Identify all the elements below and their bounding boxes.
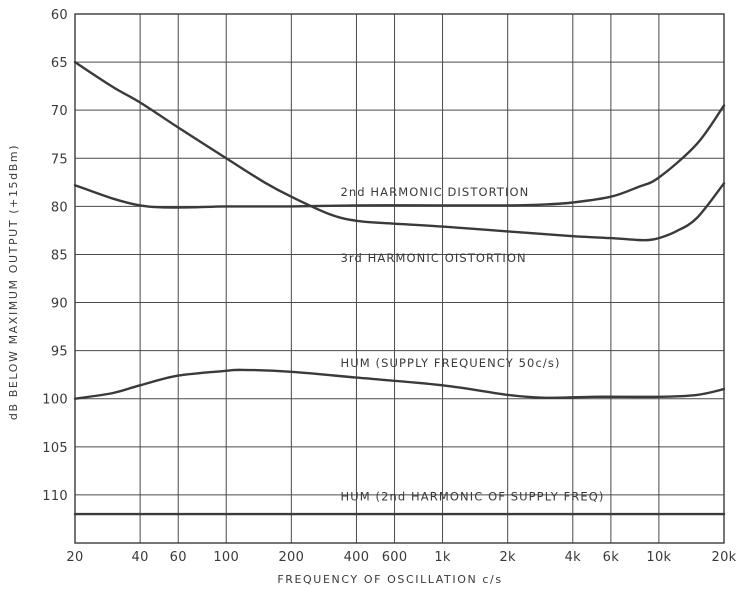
label-second-harmonic: 2nd HARMONIC DISTORTION bbox=[340, 185, 529, 199]
y-axis-label: dB BELOW MAXIMUM OUTPUT (+15dBm) bbox=[7, 144, 20, 420]
label-third-harmonic: 3rd HARMONIC OISTORTION bbox=[340, 251, 526, 265]
x-tick-label: 100 bbox=[213, 550, 239, 565]
label-hum-supply: HUM (SUPPLY FREQUENCY 50c/s) bbox=[340, 356, 560, 370]
x-tick-label: 600 bbox=[382, 550, 408, 565]
y-tick-label: 80 bbox=[51, 200, 68, 215]
x-tick-label: 10k bbox=[646, 550, 671, 565]
curves bbox=[73, 60, 726, 516]
y-tick-label: 95 bbox=[51, 345, 68, 360]
grid bbox=[74, 13, 725, 544]
y-tick-label: 75 bbox=[51, 152, 68, 167]
y-tick-label: 70 bbox=[51, 104, 68, 119]
plot-frame bbox=[74, 13, 725, 544]
y-tick-label: 110 bbox=[42, 489, 68, 504]
tick-labels: 60 65 70 75 80 85 90 95 100 105 110 20 40 60 100 200 400… bbox=[42, 8, 736, 565]
y-tick-label: 85 bbox=[51, 248, 68, 263]
x-tick-label: 40 bbox=[132, 550, 149, 565]
x-tick-label: 200 bbox=[278, 550, 304, 565]
x-axis-label: FREQUENCY OF OSCILLATION c/s bbox=[277, 573, 502, 586]
x-tick-label: 6k bbox=[603, 550, 620, 565]
hum-supply-curve bbox=[73, 368, 726, 400]
y-tick-label: 90 bbox=[51, 297, 68, 312]
y-tick-label: 100 bbox=[42, 393, 68, 408]
x-tick-label: 20k bbox=[712, 550, 737, 565]
x-tick-label: 4k bbox=[565, 550, 582, 565]
label-hum-second-harmonic: HUM (2nd HARMONIC OF SUPPLY FREQ) bbox=[340, 490, 604, 504]
x-tick-label: 20 bbox=[66, 550, 83, 565]
y-tick-label: 65 bbox=[51, 56, 68, 71]
y-tick-label: 60 bbox=[51, 8, 68, 23]
curve-annotations: 2nd HARMONIC DISTORTION 3rd HARMONIC OIST… bbox=[340, 185, 604, 504]
third-harmonic-curve bbox=[73, 60, 726, 242]
y-tick-label: 105 bbox=[42, 441, 68, 456]
x-tick-label: 1k bbox=[434, 550, 451, 565]
x-tick-label: 60 bbox=[170, 550, 187, 565]
x-tick-label: 2k bbox=[499, 550, 516, 565]
second-harmonic-curve bbox=[73, 104, 726, 209]
x-tick-label: 400 bbox=[344, 550, 370, 565]
